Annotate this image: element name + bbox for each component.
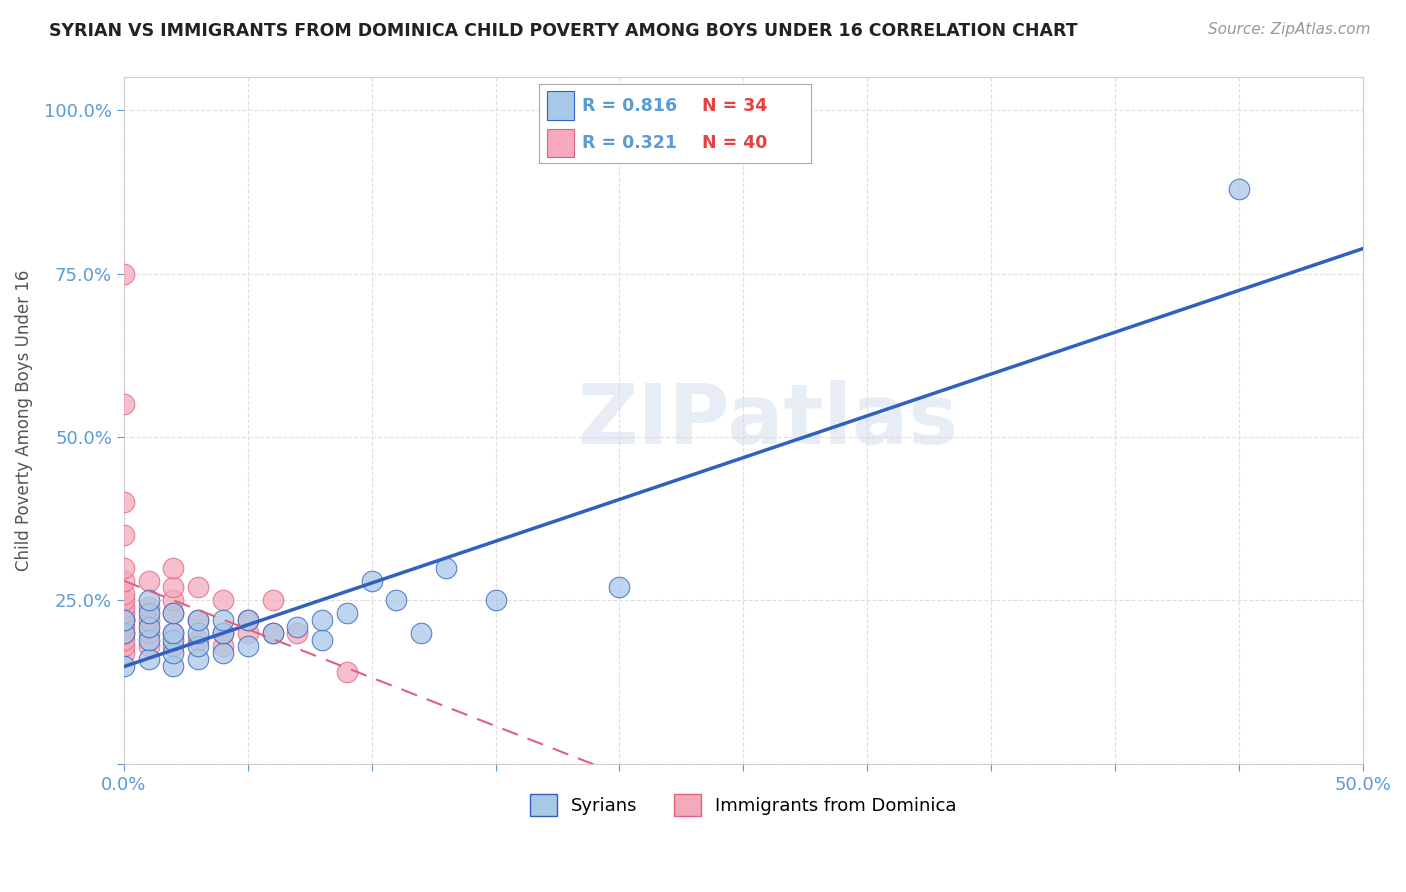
- Point: [138, 652, 160, 666]
- Point: [138, 607, 160, 621]
- Point: [162, 626, 184, 640]
- Point: [162, 607, 184, 621]
- Point: [187, 639, 209, 653]
- Point: [187, 632, 209, 647]
- Point: [609, 580, 631, 594]
- Point: [187, 652, 209, 666]
- Point: [112, 267, 135, 281]
- Point: [112, 587, 135, 601]
- Point: [262, 626, 284, 640]
- Point: [138, 599, 160, 614]
- Point: [162, 626, 184, 640]
- Point: [112, 646, 135, 660]
- Point: [285, 619, 308, 633]
- Point: [112, 560, 135, 574]
- Point: [236, 613, 259, 627]
- Point: [311, 613, 333, 627]
- Point: [187, 613, 209, 627]
- Point: [138, 626, 160, 640]
- Point: [236, 639, 259, 653]
- Point: [112, 593, 135, 607]
- Point: [138, 574, 160, 588]
- Point: [138, 639, 160, 653]
- Y-axis label: Child Poverty Among Boys Under 16: Child Poverty Among Boys Under 16: [15, 270, 32, 571]
- Point: [112, 613, 135, 627]
- Point: [162, 607, 184, 621]
- Point: [187, 626, 209, 640]
- Point: [411, 626, 433, 640]
- Point: [336, 607, 359, 621]
- Point: [138, 619, 160, 633]
- Point: [162, 560, 184, 574]
- Point: [262, 593, 284, 607]
- Point: [236, 626, 259, 640]
- Point: [112, 574, 135, 588]
- Point: [212, 646, 235, 660]
- Point: [187, 613, 209, 627]
- Point: [311, 632, 333, 647]
- Point: [162, 632, 184, 647]
- Point: [484, 593, 506, 607]
- Point: [112, 658, 135, 673]
- Point: [112, 619, 135, 633]
- Point: [112, 528, 135, 542]
- Point: [212, 626, 235, 640]
- Point: [112, 613, 135, 627]
- Point: [112, 607, 135, 621]
- Point: [212, 613, 235, 627]
- Point: [212, 626, 235, 640]
- Point: [112, 599, 135, 614]
- Point: [112, 613, 135, 627]
- Point: [112, 632, 135, 647]
- Point: [385, 593, 408, 607]
- Point: [112, 626, 135, 640]
- Point: [162, 580, 184, 594]
- Text: Source: ZipAtlas.com: Source: ZipAtlas.com: [1208, 22, 1371, 37]
- Point: [187, 580, 209, 594]
- Point: [162, 593, 184, 607]
- Point: [112, 639, 135, 653]
- Point: [138, 632, 160, 647]
- Point: [236, 613, 259, 627]
- Legend: Syrians, Immigrants from Dominica: Syrians, Immigrants from Dominica: [523, 787, 965, 823]
- Text: SYRIAN VS IMMIGRANTS FROM DOMINICA CHILD POVERTY AMONG BOYS UNDER 16 CORRELATION: SYRIAN VS IMMIGRANTS FROM DOMINICA CHILD…: [49, 22, 1078, 40]
- Point: [162, 646, 184, 660]
- Point: [162, 639, 184, 653]
- Point: [138, 613, 160, 627]
- Point: [162, 658, 184, 673]
- Point: [1227, 181, 1250, 195]
- Point: [112, 495, 135, 509]
- Point: [360, 574, 382, 588]
- Point: [212, 593, 235, 607]
- Point: [262, 626, 284, 640]
- Text: ZIPatlas: ZIPatlas: [578, 380, 959, 461]
- Point: [434, 560, 457, 574]
- Point: [112, 626, 135, 640]
- Point: [336, 665, 359, 680]
- Point: [285, 626, 308, 640]
- Point: [212, 639, 235, 653]
- Point: [112, 397, 135, 411]
- Point: [138, 593, 160, 607]
